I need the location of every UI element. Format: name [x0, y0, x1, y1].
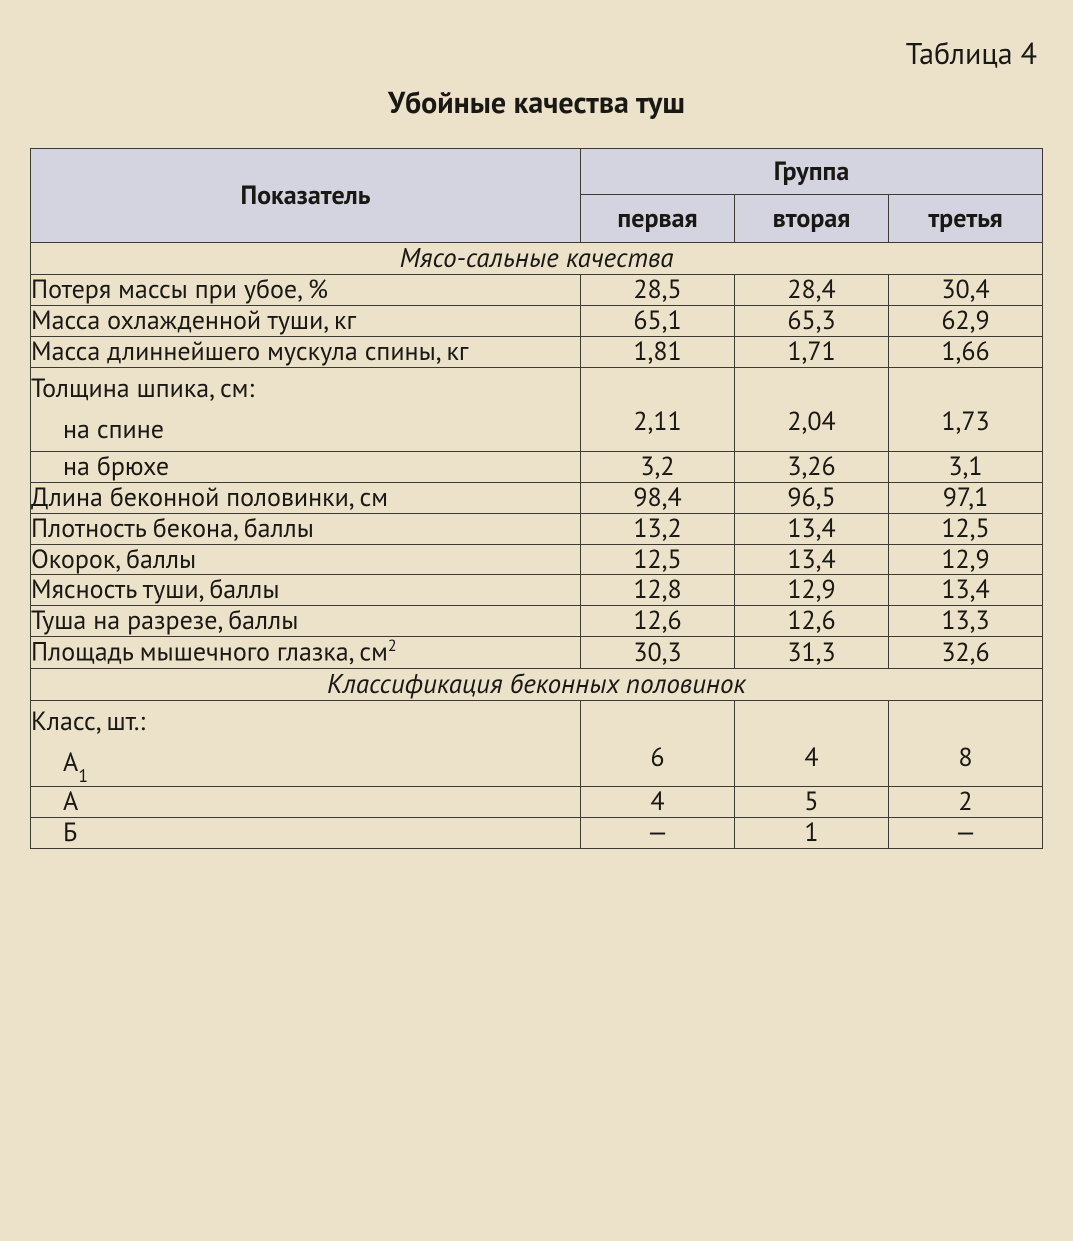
row-label-sub: А1 — [31, 742, 580, 786]
row-val: 2 — [889, 787, 1043, 818]
row-val: 12,5 — [581, 544, 735, 575]
row-val: 8 — [889, 700, 1043, 787]
row-val: 1,71 — [735, 336, 889, 367]
row-val: 32,6 — [889, 637, 1043, 669]
row-val: 13,4 — [735, 513, 889, 544]
table-row: Туша на разрезе, баллы 12,6 12,6 13,3 — [31, 606, 1043, 637]
table-row: Длина беконной половинки, см 98,4 96,5 9… — [31, 482, 1043, 513]
row-val: 2,04 — [735, 367, 889, 451]
row-label-sub-pre: А — [63, 746, 78, 779]
row-label: Площадь мышечного глазка, см2 — [31, 637, 581, 669]
table-row: Потеря массы при убое, % 28,5 28,4 30,4 — [31, 275, 1043, 306]
row-val: 1,81 — [581, 336, 735, 367]
row-label: на брюхе — [31, 451, 581, 482]
row-val: 65,3 — [735, 305, 889, 336]
table-row: Плотность бекона, баллы 13,2 13,4 12,5 — [31, 513, 1043, 544]
header-sub-2: вторая — [735, 195, 889, 243]
row-val: — — [581, 818, 735, 849]
row-val: 96,5 — [735, 482, 889, 513]
row-label-sup: 2 — [388, 636, 397, 656]
row-val: 3,26 — [735, 451, 889, 482]
table-row: Мясность туши, баллы 12,8 12,9 13,4 — [31, 575, 1043, 606]
row-val: 97,1 — [889, 482, 1043, 513]
row-val: 1,73 — [889, 367, 1043, 451]
section-row-2: Классификация беконных половинок — [31, 668, 1043, 700]
row-val: 98,4 — [581, 482, 735, 513]
row-label-subnum: 1 — [78, 764, 88, 787]
row-label: Плотность бекона, баллы — [31, 513, 581, 544]
row-label: Окорок, баллы — [31, 544, 581, 575]
row-val: 30,4 — [889, 275, 1043, 306]
row-val: 6 — [581, 700, 735, 787]
row-val: 28,5 — [581, 275, 735, 306]
data-table: Показатель Группа первая вторая третья М… — [30, 148, 1043, 849]
header-sub-3: третья — [889, 195, 1043, 243]
row-label: А — [31, 787, 581, 818]
table-header-row-1: Показатель Группа — [31, 149, 1043, 195]
row-val: 13,4 — [889, 575, 1043, 606]
row-val: 1,66 — [889, 336, 1043, 367]
row-label: Длина беконной половинки, см — [31, 482, 581, 513]
row-label: Класс, шт.: А1 — [31, 700, 581, 787]
row-label-pre: Площадь мышечного глазка, см — [31, 636, 388, 669]
row-val: 1 — [735, 818, 889, 849]
table-row: Толщина шпика, см: на спине 2,11 2,04 1,… — [31, 367, 1043, 451]
row-val: 4 — [735, 700, 889, 787]
row-val: 31,3 — [735, 637, 889, 669]
row-val: 13,3 — [889, 606, 1043, 637]
row-val: 65,1 — [581, 305, 735, 336]
row-val: 12,9 — [889, 544, 1043, 575]
table-number: Таблица 4 — [30, 34, 1037, 73]
row-label: Туша на разрезе, баллы — [31, 606, 581, 637]
page: Таблица 4 Убойные качества туш Показател… — [0, 0, 1073, 1241]
row-val: 62,9 — [889, 305, 1043, 336]
row-val: 12,8 — [581, 575, 735, 606]
table-row: Масса длиннейшего мускула спины, кг 1,81… — [31, 336, 1043, 367]
row-val: — — [889, 818, 1043, 849]
row-label: Масса охлажденной туши, кг — [31, 305, 581, 336]
table-row: Площадь мышечного глазка, см2 30,3 31,3 … — [31, 637, 1043, 669]
row-val: 2,11 — [581, 367, 735, 451]
section-1-label: Мясо-сальные качества — [31, 243, 1043, 275]
row-label: Потеря массы при убое, % — [31, 275, 581, 306]
row-val: 5 — [735, 787, 889, 818]
row-label: Толщина шпика, см: на спине — [31, 367, 581, 451]
table-row: Б — 1 — — [31, 818, 1043, 849]
table-row: А 4 5 2 — [31, 787, 1043, 818]
header-indicator: Показатель — [31, 149, 581, 243]
row-val: 3,1 — [889, 451, 1043, 482]
row-label: Масса длиннейшего мускула спины, кг — [31, 336, 581, 367]
header-sub-1: первая — [581, 195, 735, 243]
table-title: Убойные качества туш — [30, 83, 1043, 122]
row-val: 30,3 — [581, 637, 735, 669]
row-val: 4 — [581, 787, 735, 818]
row-val: 12,5 — [889, 513, 1043, 544]
row-val: 3,2 — [581, 451, 735, 482]
row-val: 12,9 — [735, 575, 889, 606]
row-label-sub: А — [31, 787, 580, 817]
row-val: 13,2 — [581, 513, 735, 544]
table-row: Масса охлажденной туши, кг 65,1 65,3 62,… — [31, 305, 1043, 336]
row-val: 28,4 — [735, 275, 889, 306]
row-label-lead: Толщина шпика, см: — [31, 368, 580, 410]
row-label-sub: Б — [31, 818, 580, 848]
row-label: Б — [31, 818, 581, 849]
section-row-1: Мясо-сальные качества — [31, 243, 1043, 275]
table-row: Окорок, баллы 12,5 13,4 12,9 — [31, 544, 1043, 575]
row-val: 12,6 — [581, 606, 735, 637]
row-val: 13,4 — [735, 544, 889, 575]
section-2-label: Классификация беконных половинок — [31, 668, 1043, 700]
row-val: 12,6 — [735, 606, 889, 637]
row-label-sub: на брюхе — [31, 452, 580, 482]
table-row: Класс, шт.: А1 6 4 8 — [31, 700, 1043, 787]
row-label-sub: на спине — [31, 409, 580, 451]
table-row: на брюхе 3,2 3,26 3,1 — [31, 451, 1043, 482]
header-group: Группа — [581, 149, 1043, 195]
row-label-lead: Класс, шт.: — [31, 701, 580, 743]
row-label: Мясность туши, баллы — [31, 575, 581, 606]
